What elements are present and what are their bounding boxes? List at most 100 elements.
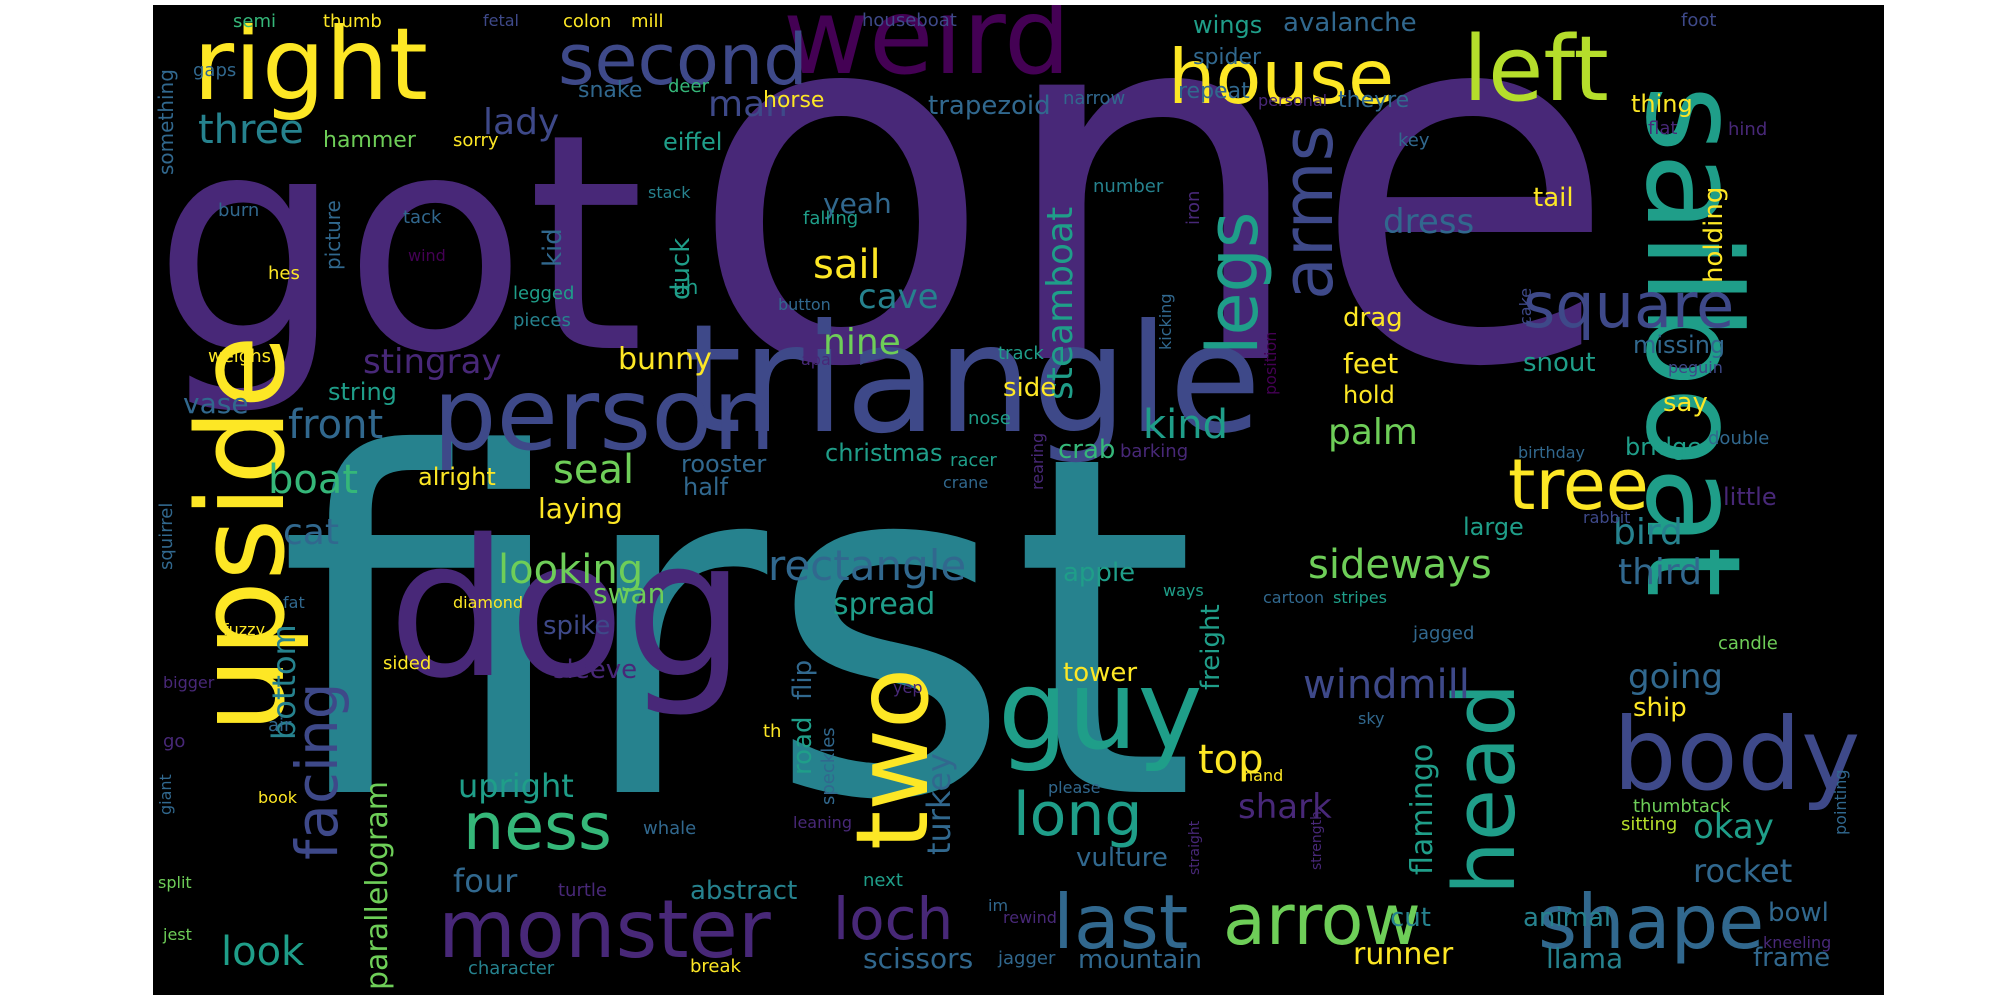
word-book: book: [258, 788, 297, 807]
word-cartoon: cartoon: [1263, 588, 1325, 607]
word-kicking: kicking: [1156, 293, 1175, 350]
word-cave: cave: [858, 277, 939, 317]
word-crane: crane: [943, 473, 989, 492]
word-colon: colon: [563, 11, 612, 32]
word-kind: kind: [1143, 402, 1229, 448]
word-tack: tack: [403, 207, 442, 228]
word-stingray: stingray: [363, 342, 502, 382]
word-turtle: turtle: [558, 880, 607, 901]
word-yep: yep: [893, 678, 923, 697]
word-half: half: [683, 473, 729, 501]
word-little: little: [1723, 483, 1777, 511]
word-burn: burn: [218, 200, 260, 221]
word-steamboat: steamboat: [1040, 206, 1081, 400]
word-foot: foot: [1681, 10, 1717, 31]
word-pieces: pieces: [513, 310, 571, 331]
word-deer: deer: [668, 76, 709, 97]
word-falling: falling: [803, 208, 859, 229]
word-wind: wind: [408, 246, 446, 265]
word-upright: upright: [458, 767, 574, 805]
word-loch: loch: [833, 885, 954, 953]
word-tower: tower: [1063, 658, 1138, 688]
word-missing: missing: [1633, 331, 1726, 359]
word-legged: legged: [513, 283, 575, 304]
word-diamond: diamond: [453, 593, 524, 612]
word-repeat: repeat: [1178, 79, 1250, 104]
word-kneeling: kneeling: [1763, 933, 1832, 952]
word-split: split: [158, 873, 192, 892]
word-break: break: [690, 956, 741, 977]
word-spread: spread: [833, 587, 936, 622]
word-fat: fat: [283, 593, 305, 612]
word-frame: frame: [1753, 943, 1831, 973]
word-weird: weird: [783, 5, 1071, 98]
word-personal: personal: [1258, 91, 1328, 110]
word-head: head: [1436, 682, 1535, 895]
word-im: im: [988, 896, 1009, 915]
word-bigger: bigger: [163, 673, 215, 692]
word-strength: strength: [1309, 811, 1325, 870]
word-snout: snout: [1523, 348, 1596, 378]
word-sided: sided: [383, 653, 432, 674]
word-last: last: [1053, 878, 1189, 966]
word-house: house: [1168, 33, 1395, 121]
word-lady: lady: [483, 102, 560, 143]
word-shape: shape: [1538, 878, 1765, 966]
word-arrow: arrow: [1223, 879, 1421, 961]
word-narrow: narrow: [1063, 88, 1126, 109]
word-position: position: [1261, 331, 1280, 395]
word-palm: palm: [1328, 412, 1418, 453]
word-feet: feet: [1343, 347, 1399, 380]
word-stripes: stripes: [1333, 588, 1387, 607]
word-speckles: speckles: [818, 727, 839, 805]
word-flamingo: flamingo: [1405, 743, 1440, 875]
word-crab: crab: [1058, 435, 1116, 465]
word-double: double: [1708, 428, 1770, 449]
word-right: right: [193, 6, 428, 123]
word-legs: legs: [1192, 211, 1274, 355]
word-air: air: [268, 715, 292, 736]
word-giant: giant: [156, 774, 175, 815]
word-rocket: rocket: [1693, 852, 1793, 890]
word-arms: arms: [1267, 124, 1349, 300]
word-thing: thing: [1631, 90, 1693, 118]
word-snake: snake: [578, 78, 643, 103]
word-character: character: [468, 958, 555, 979]
word-left: left: [1463, 17, 1609, 122]
word-sleeve: sleeve: [553, 655, 638, 685]
word-track: track: [998, 343, 1044, 364]
word-front: front: [288, 402, 384, 448]
word-four: four: [453, 862, 518, 900]
word-runner: runner: [1353, 937, 1454, 972]
word-rooster: rooster: [681, 450, 767, 478]
word-parallelogram: parallelogram: [360, 781, 395, 990]
word-alright: alright: [418, 463, 496, 491]
word-jagger: jagger: [998, 948, 1056, 969]
word-cloud: one first got triangle dog sailboat upsi…: [153, 5, 1884, 995]
word-bowl: bowl: [1768, 898, 1829, 928]
word-horse: horse: [763, 88, 825, 113]
word-sorry: sorry: [453, 130, 499, 151]
word-cat: cat: [283, 512, 339, 553]
word-first: first: [278, 356, 1197, 903]
word-wings: wings: [1193, 11, 1263, 39]
word-top: top: [1198, 737, 1264, 783]
word-eiffel: eiffel: [663, 128, 723, 156]
word-thumbtack: thumbtack: [1633, 796, 1731, 817]
word-shark: shark: [1238, 787, 1332, 827]
word-seal: seal: [553, 447, 635, 493]
word-pointing: pointing: [1831, 769, 1850, 835]
word-monster: monster: [438, 883, 771, 976]
word-candle: candle: [1718, 633, 1778, 654]
word-semi: semi: [233, 11, 276, 32]
word-squirrel: squirrel: [156, 502, 177, 570]
word-thumb: thumb: [323, 11, 382, 32]
word-bird: bird: [1613, 512, 1683, 553]
word-hold: hold: [1343, 381, 1395, 409]
word-dress: dress: [1383, 202, 1475, 242]
word-hind: hind: [1728, 119, 1768, 140]
word-kid: kid: [538, 228, 568, 267]
word-straight: straight: [1187, 820, 1203, 875]
word-peguin: peguin: [1668, 358, 1723, 377]
word-iron: iron: [1183, 190, 1204, 225]
